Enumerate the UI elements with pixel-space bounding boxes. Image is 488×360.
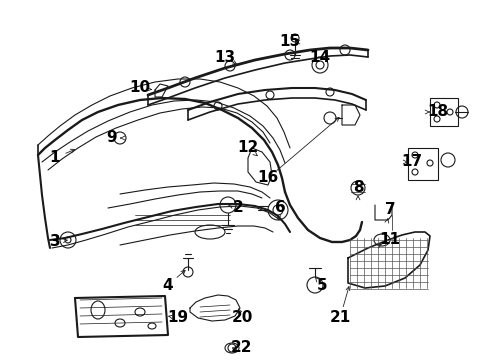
Text: 2: 2 <box>232 201 243 216</box>
Text: 17: 17 <box>401 154 422 170</box>
Text: 16: 16 <box>257 171 278 185</box>
Text: 1: 1 <box>50 150 60 166</box>
Bar <box>407 148 437 180</box>
Text: 13: 13 <box>214 50 235 66</box>
Text: 14: 14 <box>309 50 330 66</box>
Text: 15: 15 <box>279 35 300 49</box>
Text: 4: 4 <box>163 278 173 292</box>
Text: 11: 11 <box>379 233 400 248</box>
Text: 5: 5 <box>316 278 326 292</box>
Bar <box>429 98 457 126</box>
Text: 6: 6 <box>274 201 285 216</box>
Text: 8: 8 <box>352 180 363 195</box>
Text: 19: 19 <box>167 310 188 325</box>
Text: 10: 10 <box>129 81 150 95</box>
Text: 18: 18 <box>427 104 447 120</box>
Text: 7: 7 <box>384 202 394 217</box>
Text: 21: 21 <box>329 310 350 325</box>
Text: 12: 12 <box>237 140 258 156</box>
Text: 20: 20 <box>231 310 252 325</box>
Text: 3: 3 <box>50 234 60 249</box>
Text: 22: 22 <box>231 341 252 356</box>
Text: 9: 9 <box>106 130 117 145</box>
